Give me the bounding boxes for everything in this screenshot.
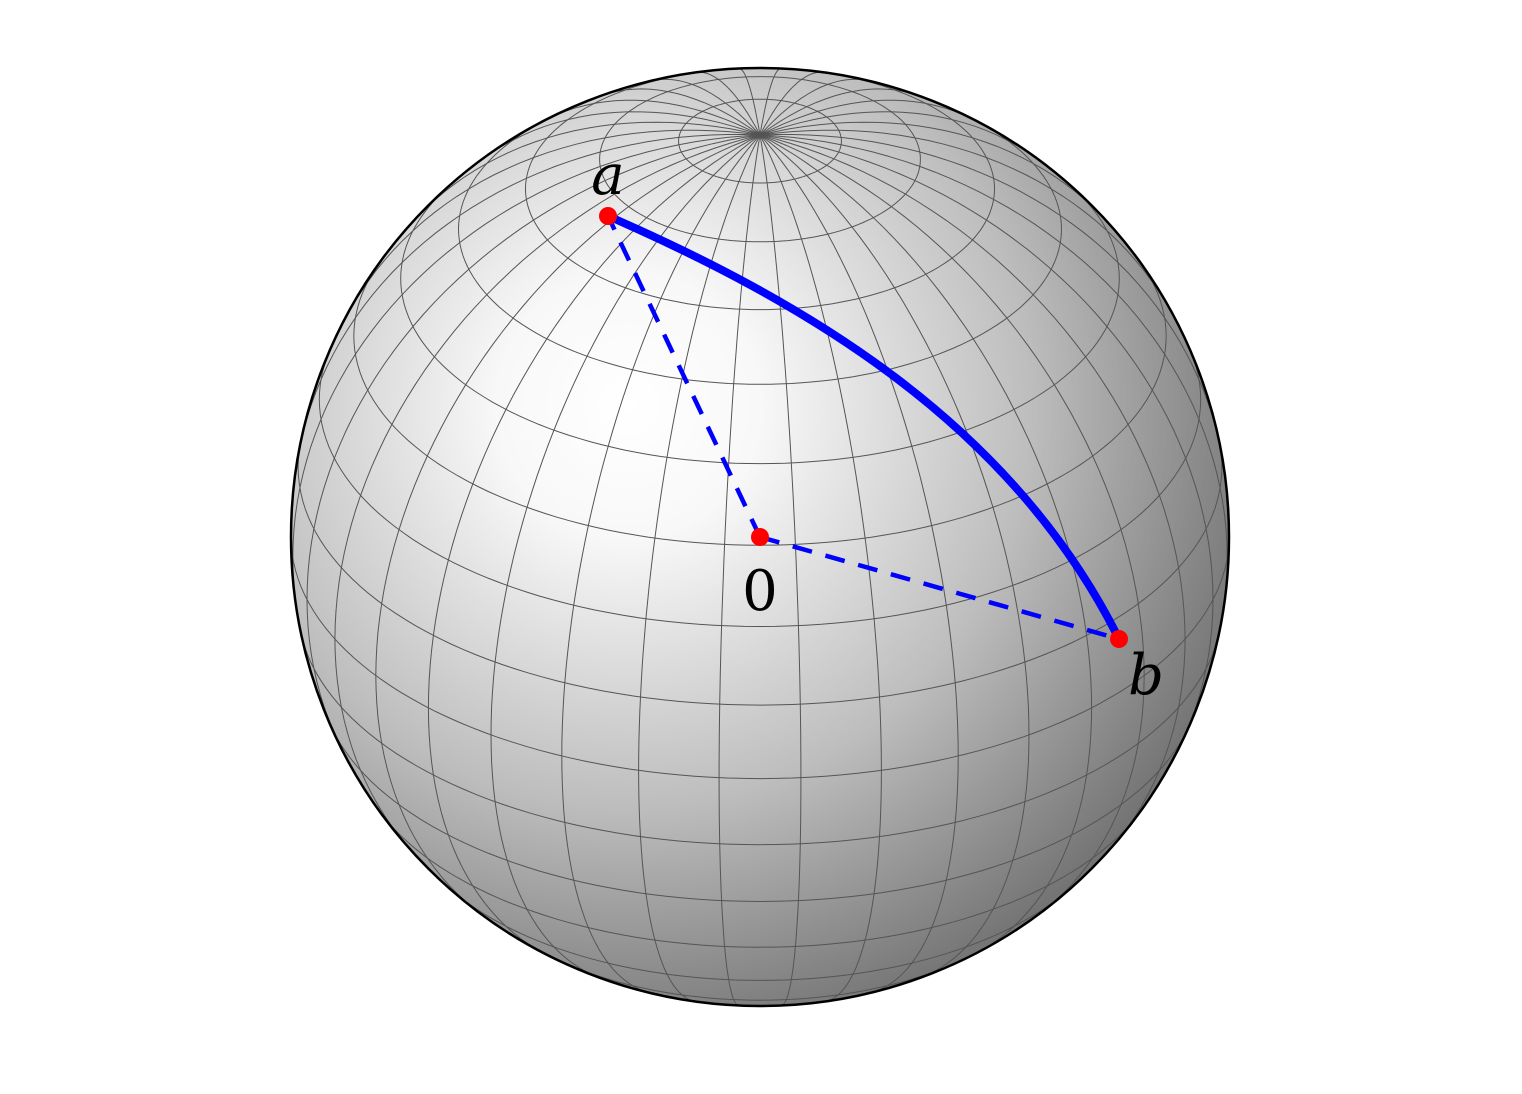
latitude-line bbox=[550, 956, 970, 1001]
latitude-line bbox=[291, 536, 1229, 780]
great-circle-arc bbox=[604, 212, 1123, 643]
point-a-marker bbox=[599, 207, 617, 225]
longitude-line bbox=[759, 134, 959, 994]
latitude-longitude-grid bbox=[291, 68, 1229, 1006]
longitude-line bbox=[759, 111, 1037, 159]
longitude-line bbox=[759, 129, 1175, 317]
longitude-line bbox=[759, 134, 1228, 614]
radius-line-to-b bbox=[759, 534, 1120, 642]
longitude-line bbox=[699, 71, 761, 136]
longitude-line bbox=[546, 99, 761, 136]
point-origin-marker bbox=[751, 528, 769, 546]
latitude-line bbox=[383, 816, 1137, 948]
longitude-line bbox=[759, 134, 802, 1006]
longitude-line bbox=[759, 134, 1221, 447]
longitude-line bbox=[299, 134, 761, 447]
label-a: a bbox=[591, 143, 624, 208]
latitude-line bbox=[454, 893, 1066, 981]
latitude-line bbox=[524, 68, 996, 311]
longitude-line bbox=[345, 129, 761, 317]
latitude-line bbox=[599, 76, 921, 243]
longitude-line bbox=[718, 134, 761, 1006]
longitude-line bbox=[654, 78, 761, 136]
latitude-line bbox=[331, 729, 1189, 903]
latitude-line bbox=[400, 185, 1120, 465]
latitude-line bbox=[678, 98, 842, 184]
longitude-line bbox=[759, 88, 919, 136]
latitude-line bbox=[457, 120, 1063, 385]
sphere-outline bbox=[289, 66, 1231, 1008]
label-b: b bbox=[1128, 643, 1164, 708]
longitude-line bbox=[759, 71, 821, 136]
longitude-line bbox=[601, 88, 761, 136]
latitude-line bbox=[297, 442, 1223, 706]
radius-line-to-a bbox=[605, 215, 763, 538]
longitude-line bbox=[759, 134, 1030, 977]
longitude-line bbox=[739, 68, 761, 136]
longitude-line bbox=[759, 134, 1145, 910]
longitude-line bbox=[759, 134, 882, 1003]
longitude-line bbox=[638, 134, 761, 1003]
label-origin: 0 bbox=[742, 559, 778, 624]
latitude-line bbox=[302, 639, 1218, 846]
longitude-line bbox=[306, 134, 761, 746]
longitude-line bbox=[427, 134, 761, 951]
longitude-line bbox=[334, 134, 761, 847]
longitude-line bbox=[759, 68, 781, 136]
longitude-line bbox=[759, 99, 974, 136]
longitude-line bbox=[759, 78, 866, 136]
longitude-line bbox=[759, 134, 1214, 746]
longitude-line bbox=[292, 134, 761, 614]
point-b-marker bbox=[1110, 630, 1128, 648]
longitude-line bbox=[561, 134, 761, 994]
longitude-line bbox=[759, 134, 1186, 847]
longitude-line bbox=[415, 121, 761, 219]
longitude-line bbox=[483, 111, 761, 159]
latitude-line bbox=[318, 352, 1202, 628]
longitude-line bbox=[490, 134, 761, 977]
longitude-line bbox=[759, 121, 1105, 219]
